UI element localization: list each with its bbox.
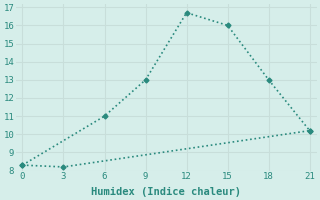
X-axis label: Humidex (Indice chaleur): Humidex (Indice chaleur)	[91, 186, 241, 197]
